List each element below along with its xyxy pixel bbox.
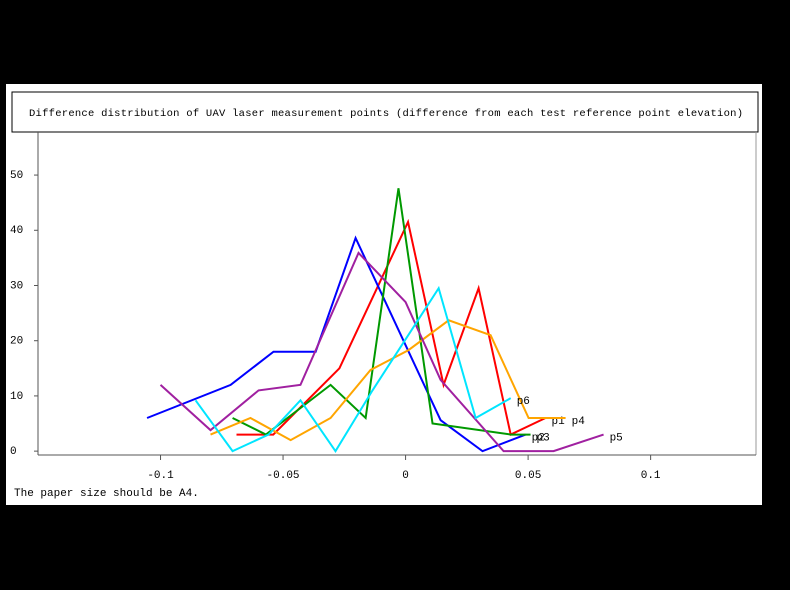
y-tick-label: 50 bbox=[10, 170, 23, 182]
series-label: p6 bbox=[517, 396, 530, 408]
y-tick-label: 0 bbox=[10, 446, 17, 458]
series-line bbox=[194, 285, 512, 453]
series-label: p4 bbox=[572, 416, 586, 428]
series-line bbox=[159, 251, 604, 453]
series-line bbox=[210, 319, 566, 442]
series-line bbox=[236, 218, 546, 437]
y-tick-label: 40 bbox=[10, 225, 23, 237]
series-line bbox=[146, 235, 527, 453]
title-box bbox=[11, 91, 759, 133]
y-tick-label: 10 bbox=[10, 391, 23, 403]
series-label: p5 bbox=[610, 432, 623, 444]
x-tick-label: -0.1 bbox=[147, 470, 174, 482]
series-label: p2 bbox=[532, 432, 545, 444]
x-tick-label: 0.1 bbox=[641, 470, 661, 482]
x-tick-label: 0.05 bbox=[515, 470, 541, 482]
x-tick-label: 0 bbox=[402, 470, 409, 482]
x-tick-label: -0.05 bbox=[267, 470, 300, 482]
y-tick-label: 30 bbox=[10, 280, 23, 292]
chart-title: Difference distribution of UAV laser mea… bbox=[29, 108, 743, 120]
footer: The paper size should be A4. bbox=[14, 488, 199, 500]
series-label: p3 bbox=[537, 432, 550, 444]
y-tick-label: 20 bbox=[10, 336, 23, 348]
